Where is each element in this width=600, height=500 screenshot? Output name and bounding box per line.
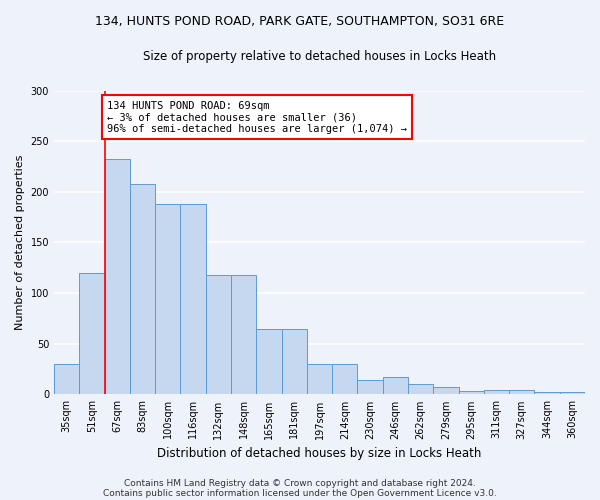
Bar (79, 273, 104, 394)
Bar (408, 384, 433, 394)
Bar (509, 390, 535, 394)
Bar (535, 392, 560, 394)
Bar (383, 377, 408, 394)
Text: Contains public sector information licensed under the Open Government Licence v3: Contains public sector information licen… (103, 488, 497, 498)
Bar (560, 392, 585, 394)
X-axis label: Distribution of detached houses by size in Locks Heath: Distribution of detached houses by size … (157, 447, 482, 460)
Bar (206, 275, 231, 394)
Bar (433, 388, 458, 394)
Bar (281, 328, 307, 394)
Y-axis label: Number of detached properties: Number of detached properties (15, 155, 25, 330)
Bar (54, 364, 79, 394)
Bar (484, 390, 509, 394)
Bar (307, 364, 332, 394)
Bar (181, 204, 206, 394)
Bar (458, 392, 484, 394)
Bar (155, 204, 181, 394)
Text: 134, HUNTS POND ROAD, PARK GATE, SOUTHAMPTON, SO31 6RE: 134, HUNTS POND ROAD, PARK GATE, SOUTHAM… (95, 15, 505, 28)
Text: 134 HUNTS POND ROAD: 69sqm
← 3% of detached houses are smaller (36)
96% of semi-: 134 HUNTS POND ROAD: 69sqm ← 3% of detac… (107, 100, 407, 134)
Bar (104, 160, 130, 394)
Bar (332, 364, 358, 394)
Bar (358, 380, 383, 394)
Bar (256, 328, 281, 394)
Title: Size of property relative to detached houses in Locks Heath: Size of property relative to detached ho… (143, 50, 496, 63)
Bar (231, 275, 256, 394)
Bar (130, 184, 155, 394)
Text: Contains HM Land Registry data © Crown copyright and database right 2024.: Contains HM Land Registry data © Crown c… (124, 478, 476, 488)
